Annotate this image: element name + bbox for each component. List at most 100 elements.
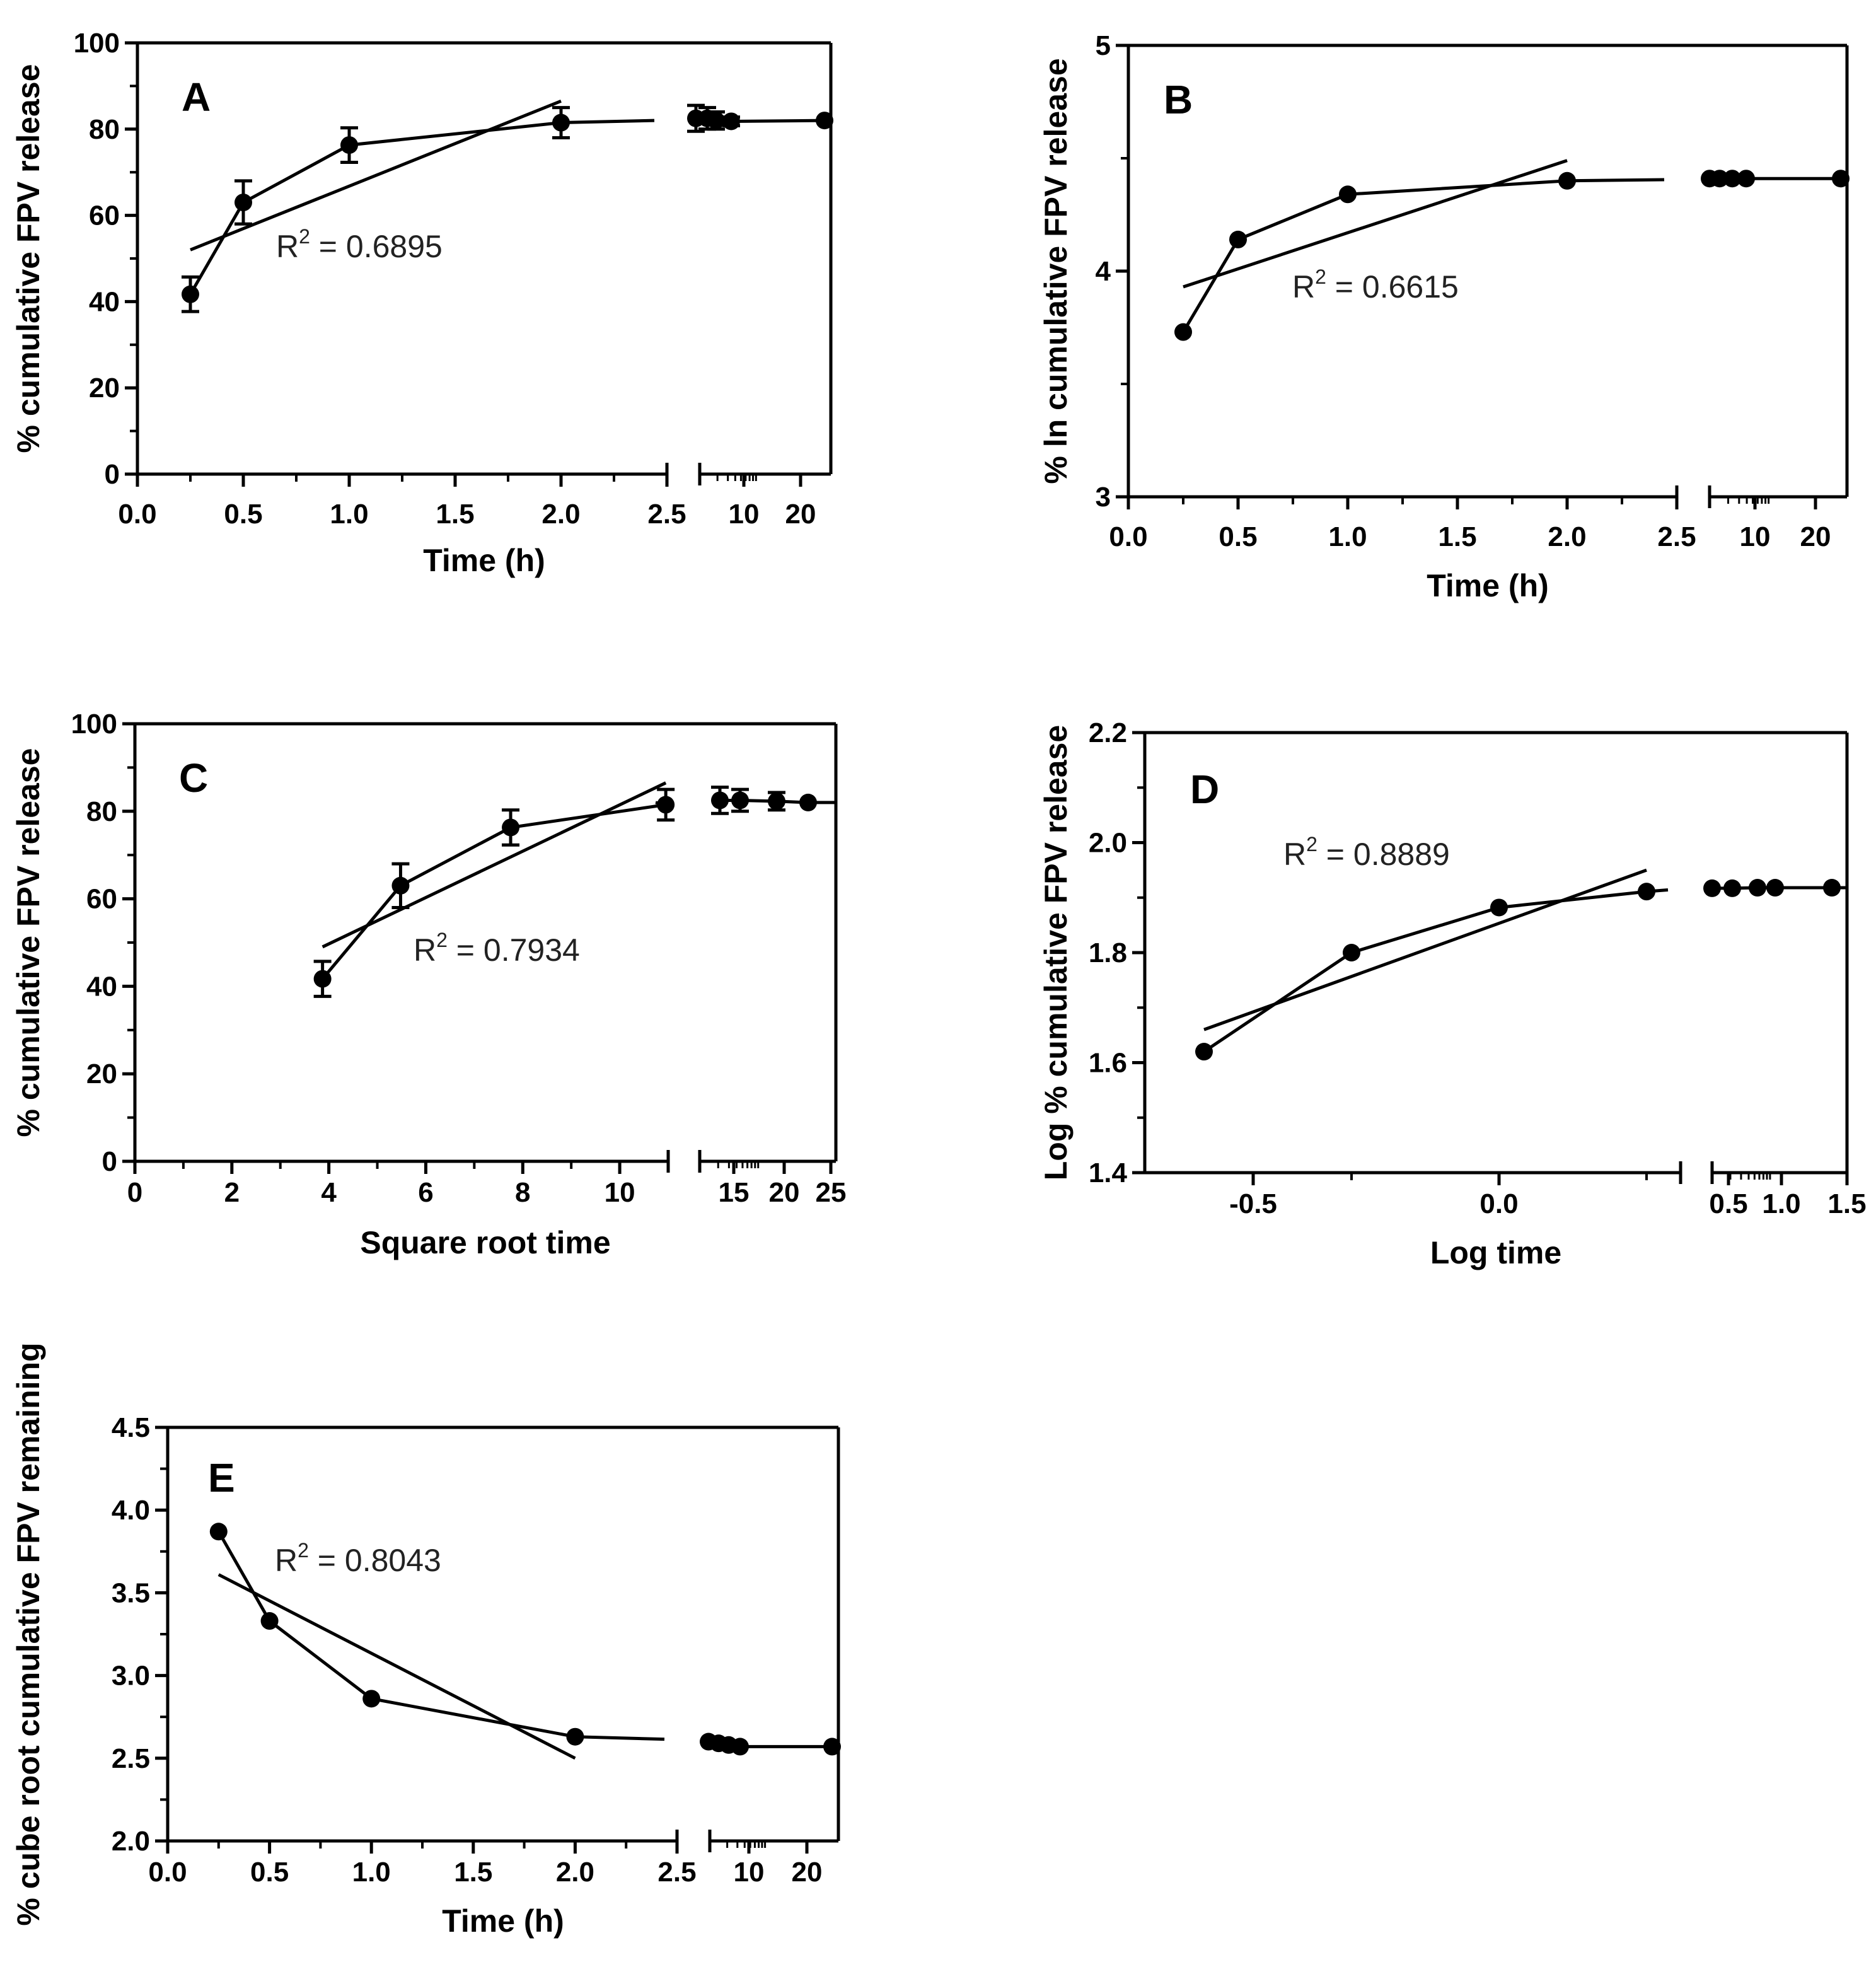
x-tick-label: 2.0: [556, 1857, 594, 1888]
y-axis-title: % cumulative FPV release: [11, 64, 46, 453]
y-tick-label: 20: [86, 1059, 117, 1089]
x-tick-label: 1.5: [454, 1857, 492, 1888]
fit-line: [321, 781, 667, 949]
data-point: [1339, 185, 1357, 204]
data-point: [1174, 323, 1192, 341]
y-tick-label: 4.0: [112, 1495, 150, 1526]
r2-annotation: R2 = 0.6615: [1292, 265, 1459, 305]
y-tick-label: 40: [86, 971, 117, 1002]
y-tick-label: 2.0: [1089, 828, 1127, 859]
r2-prefix: R: [1292, 269, 1315, 305]
r2-annotation: R2 = 0.8889: [1283, 833, 1450, 872]
x-tick-label: 10: [729, 499, 760, 530]
x-tick-label: 0.0: [1109, 521, 1147, 552]
x-axis-title: Square root time: [360, 1225, 610, 1260]
data-point: [234, 194, 252, 212]
data-point: [1195, 1043, 1213, 1061]
y-axis-title: % cumulative FPV release: [11, 748, 46, 1137]
y-axis-title: % ln cumulative FPV release: [1038, 58, 1074, 484]
x-tick-label: 20: [769, 1177, 800, 1208]
data-point: [1638, 883, 1655, 901]
r2-value: = 0.8043: [309, 1543, 441, 1578]
x-tick-label: 10: [734, 1857, 765, 1888]
data-point: [260, 1612, 279, 1630]
y-tick-label: 2.2: [1089, 717, 1127, 748]
r2-prefix: R: [1283, 837, 1306, 872]
x-tick-label: 2.5: [1657, 521, 1696, 552]
x-tick-label: 0.5: [1709, 1188, 1747, 1219]
r2-annotation: R2 = 0.7934: [414, 929, 580, 968]
y-tick-label: 2.5: [112, 1743, 150, 1774]
x-tick-label: 1.0: [352, 1857, 391, 1888]
data-point: [1749, 879, 1766, 897]
data-point: [731, 791, 749, 810]
chart-panel-b: 3 4 5 0.0 0.5 1.0 1.5 2.0 2.5 10 20 Time (h) % ln cu…: [1038, 30, 1850, 603]
fit-line: [1183, 159, 1568, 289]
data-point: [799, 793, 817, 811]
r2-annotation: R2 = 0.8043: [275, 1539, 441, 1578]
data-point: [1343, 944, 1360, 961]
x-tick-label: 6: [418, 1177, 433, 1208]
data-point: [502, 818, 520, 837]
y-tick-label: 0: [105, 459, 120, 490]
data-point: [340, 136, 358, 154]
y-axis-title: Log % cumulative FPV release: [1038, 725, 1074, 1181]
x-axis-title: Time (h): [423, 543, 545, 578]
data-point: [1723, 170, 1741, 188]
data-point: [1703, 879, 1721, 897]
r2-prefix: R: [414, 932, 436, 968]
series-line: [1203, 888, 1669, 1054]
data-point: [566, 1727, 584, 1746]
r2-superscript: 2: [299, 225, 310, 248]
panel-letter: E: [208, 1455, 235, 1501]
x-tick-label: 0.5: [1219, 521, 1257, 552]
x-tick-label: 0.0: [1479, 1188, 1518, 1219]
x-tick-label: 1.0: [1762, 1188, 1800, 1219]
y-tick-label: 3: [1096, 482, 1111, 513]
data-point: [657, 796, 675, 814]
y-tick-label: 80: [86, 796, 117, 827]
data-point: [707, 112, 725, 130]
r2-value: = 0.6615: [1326, 269, 1459, 305]
x-tick-label: 2.0: [541, 499, 580, 530]
x-tick-label: 8: [515, 1177, 530, 1208]
panel-letter: C: [179, 755, 208, 801]
x-axis-title: Time (h): [442, 1903, 564, 1939]
x-tick-label: 0: [127, 1177, 142, 1208]
y-tick-label: 3.0: [112, 1661, 150, 1692]
data-point: [711, 791, 729, 810]
data-point: [1490, 898, 1508, 917]
r2-annotation: R2 = 0.6895: [276, 225, 443, 264]
x-tick-label: 15: [719, 1177, 750, 1208]
y-tick-label: 0: [102, 1146, 117, 1177]
x-tick-label: 0.0: [148, 1857, 187, 1888]
axes: [136, 41, 833, 476]
x-tick-label: 2: [224, 1177, 240, 1208]
data-point: [1766, 879, 1784, 897]
chart-panel-c: 0 20 40 60 80 100 0 2 4 6 8 10 15 20 25 Square root tim…: [11, 709, 846, 1260]
panel-letter: A: [182, 74, 211, 120]
panel-letter: D: [1190, 767, 1219, 812]
x-tick-label: 10: [1740, 521, 1771, 552]
x-tick-label: 2.5: [647, 499, 686, 530]
x-tick-label: 4: [321, 1177, 337, 1208]
x-tick-label: 20: [792, 1857, 823, 1888]
y-tick-label: 4: [1096, 256, 1111, 287]
y-tick-label: 5: [1096, 30, 1111, 61]
axes: [133, 722, 838, 1163]
x-tick-label: 2.0: [1548, 521, 1586, 552]
y-tick-label: 1.8: [1089, 937, 1127, 968]
chart-panel-a: 0 20 40 60 80 100 0.0 0.5 1.0 1.5 2.0 2.5 10 20 Time (…: [11, 28, 833, 578]
x-tick-label: 0.5: [250, 1857, 289, 1888]
r2-superscript: 2: [436, 929, 448, 951]
x-axis-title: Log time: [1430, 1235, 1561, 1270]
x-tick-label: 20: [785, 499, 816, 530]
data-point: [1229, 230, 1247, 248]
r2-superscript: 2: [1306, 833, 1317, 856]
x-tick-label: 25: [816, 1177, 847, 1208]
axes: [166, 1425, 840, 1843]
x-tick-label: 1.5: [1827, 1188, 1866, 1219]
y-tick-label: 20: [89, 373, 120, 403]
x-tick-label: 20: [1800, 521, 1831, 552]
